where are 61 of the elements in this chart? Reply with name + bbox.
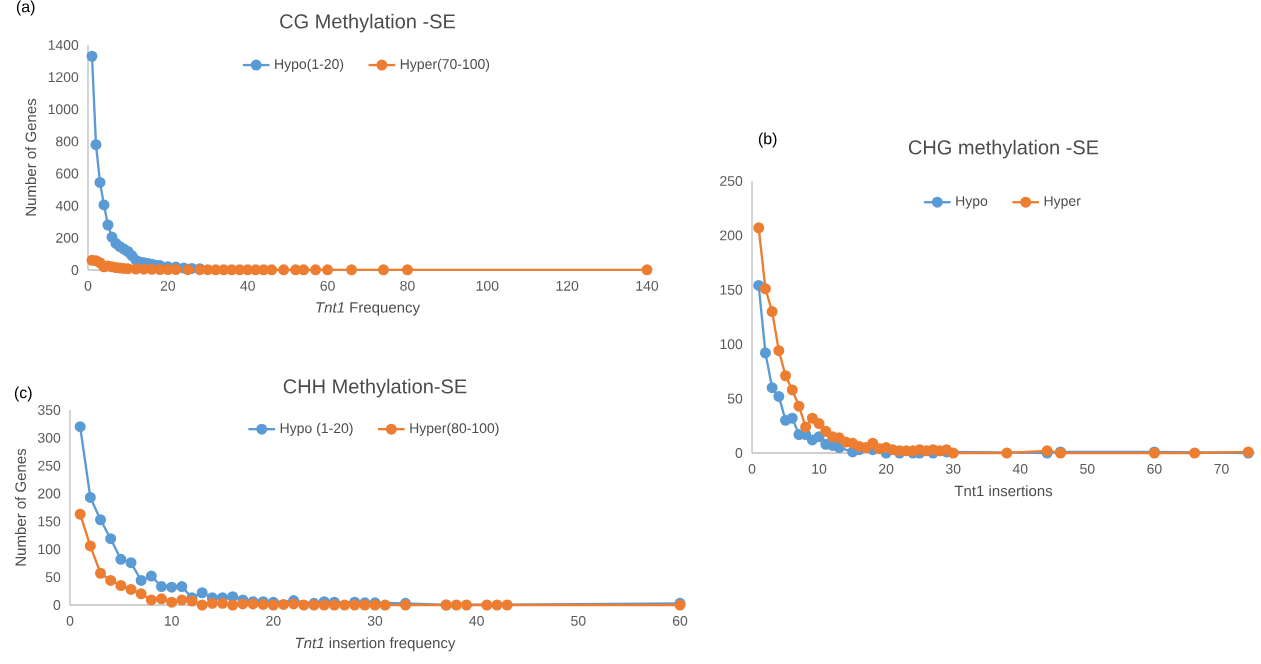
- y-tick-label: 0: [71, 265, 79, 275]
- x-tick-label: 30: [945, 463, 961, 474]
- y-tick-label: 250: [720, 176, 743, 186]
- x-tick-label: 30: [367, 615, 383, 626]
- x-tick-label: 40: [240, 280, 255, 291]
- x-tick-label: 0: [84, 280, 92, 291]
- x-tick-label: 60: [1147, 463, 1162, 474]
- legend-label: Hypo(1-20): [275, 58, 344, 72]
- x-tick-label: 140: [636, 280, 659, 291]
- chart-title: CHG methylation -SE: [908, 139, 1099, 159]
- y-tick-label: 150: [38, 516, 61, 527]
- y-tick-label: 350: [37, 405, 61, 415]
- chart-title: CHH Methylation-SE: [283, 378, 467, 398]
- x-tick-label: 20: [266, 615, 281, 626]
- y-tick-label: 200: [56, 232, 79, 243]
- y-tick-label: 150: [720, 284, 743, 295]
- x-tick-label: 0: [748, 463, 756, 474]
- x-axis-title: Tnt1 insertions: [954, 485, 1053, 497]
- text: (b): [758, 132, 777, 148]
- x-tick-label: 40: [1012, 463, 1028, 474]
- x-tick-label: 20: [160, 280, 176, 291]
- x-tick-label: 70: [1214, 463, 1229, 474]
- x-axis-title: Tnt1 insertion frequency: [295, 637, 456, 652]
- y-tick-label: 400: [55, 200, 79, 211]
- x-tick-label: 100: [476, 280, 499, 291]
- y-tick-label: 100: [720, 339, 743, 350]
- y-tick-label: 1400: [48, 40, 79, 50]
- y-tick-label: 800: [56, 136, 79, 147]
- x-tick-label: 20: [879, 463, 894, 474]
- legend-label: Hypo: [956, 196, 988, 209]
- y-tick-label: 250: [38, 460, 61, 471]
- x-tick-label: 40: [469, 615, 484, 626]
- x-tick-label: 50: [1080, 463, 1095, 474]
- y-tick-label: 0: [735, 448, 743, 458]
- y-tick-label: 1200: [48, 72, 79, 83]
- y-tick-label: 100: [38, 544, 61, 555]
- x-tick-label: 80: [400, 280, 415, 291]
- legend-label: Hyper: [1044, 196, 1081, 209]
- x-tick-label: 120: [556, 280, 579, 291]
- y-tick-label: 200: [720, 230, 743, 241]
- y-tick-label: 1000: [48, 104, 79, 115]
- y-tick-label: 0: [53, 600, 61, 610]
- y-tick-label: 50: [727, 393, 743, 404]
- legend-label: Hypo (1-20): [280, 422, 353, 436]
- x-tick-label: 10: [164, 615, 179, 626]
- text: (a): [16, 0, 35, 16]
- y-tick-label: 600: [56, 168, 79, 179]
- x-tick-label: 10: [812, 463, 827, 474]
- legend-label: Hyper(70-100): [400, 58, 490, 72]
- y-tick-label: 50: [45, 572, 61, 583]
- text: (c): [14, 386, 32, 402]
- legend-label: Hyper(80-100): [410, 422, 499, 436]
- chart-title: CG Methylation -SE: [280, 13, 455, 33]
- x-tick-label: 50: [571, 615, 586, 626]
- x-tick-label: 60: [672, 615, 688, 626]
- x-axis-title: Tnt1 Frequency: [316, 302, 420, 316]
- x-tick-label: 60: [320, 280, 335, 291]
- y-axis-title: Number of Genes: [14, 448, 26, 566]
- y-tick-label: 200: [38, 488, 61, 499]
- y-tick-label: 300: [37, 432, 61, 443]
- y-axis-title: Number of Genes: [25, 98, 37, 216]
